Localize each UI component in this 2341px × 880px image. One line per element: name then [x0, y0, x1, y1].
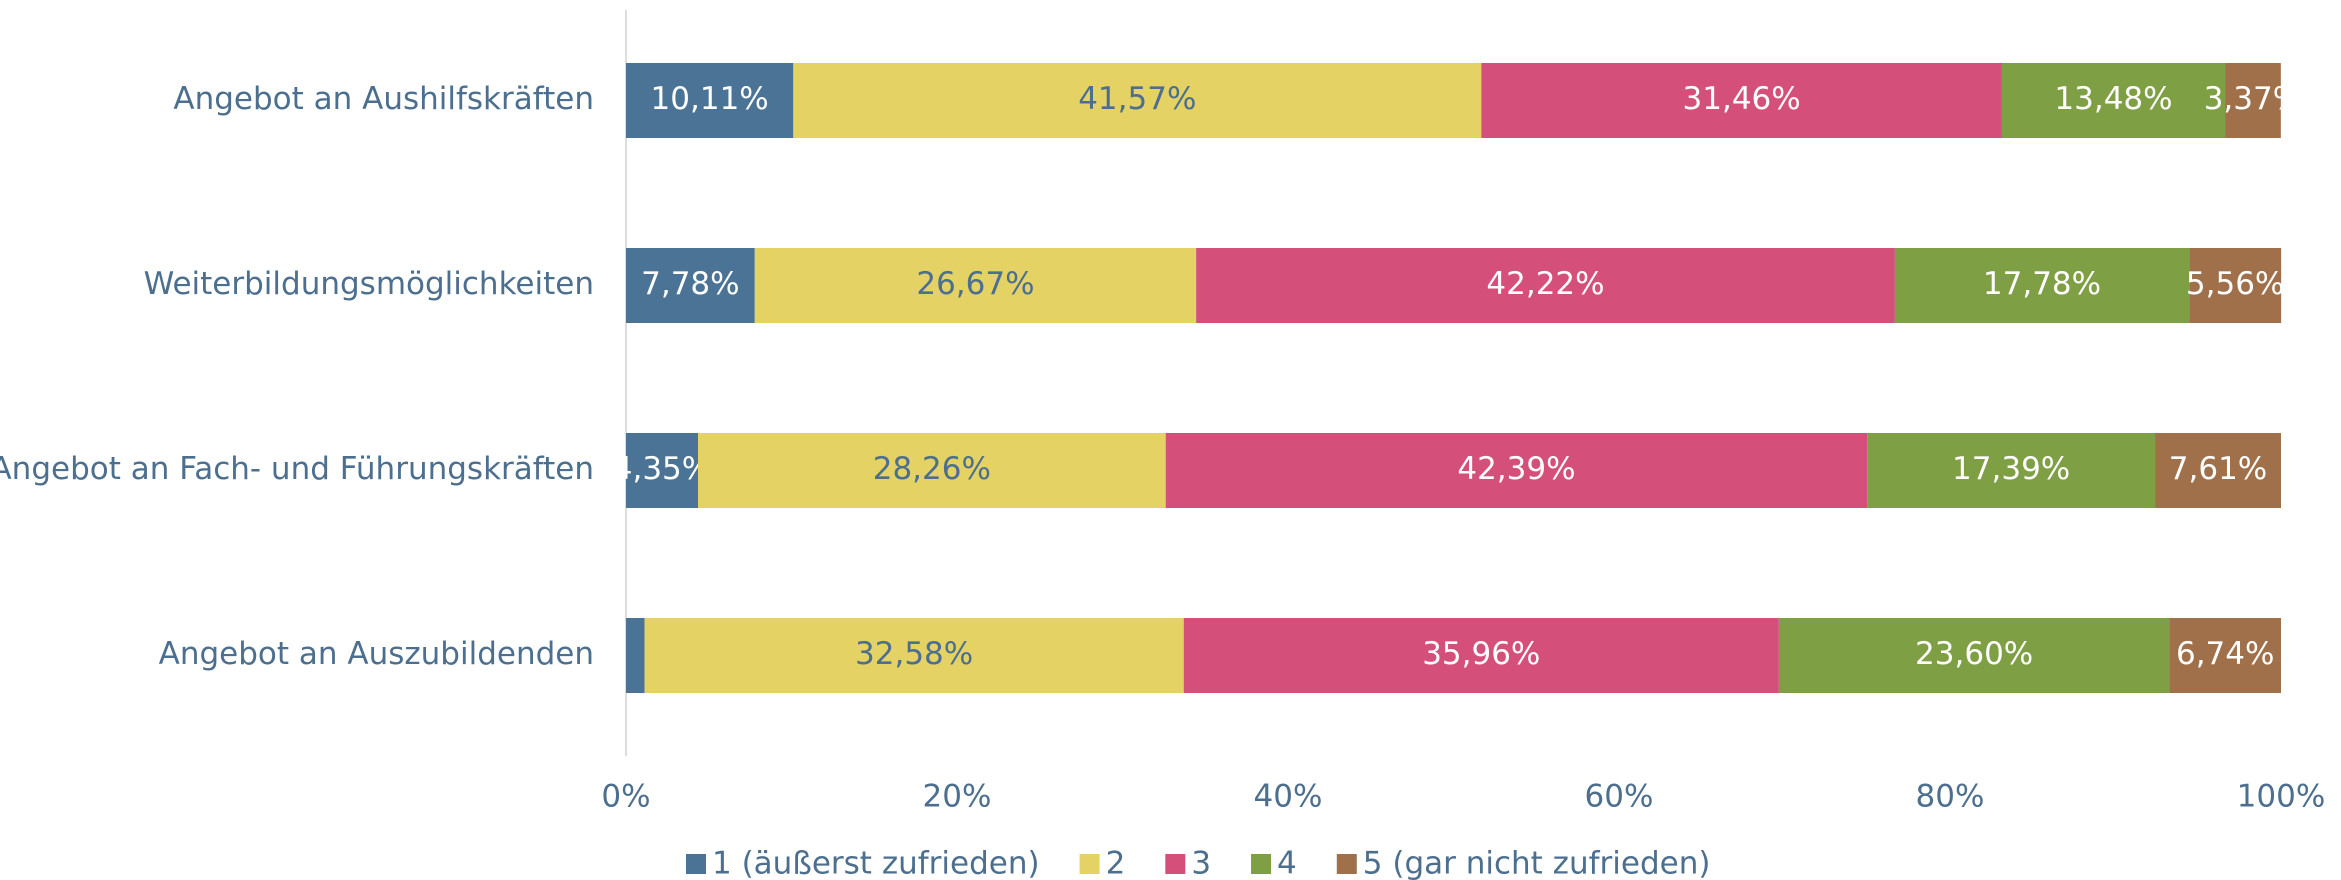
bar-segment — [1183, 618, 1779, 693]
y-tick-label: Angebot an Auszubildenden — [159, 636, 594, 672]
data-label: 13,48% — [2054, 81, 2172, 117]
bar-segment — [2189, 248, 2282, 323]
bar-segment — [1481, 63, 2002, 138]
data-label: 4,35% — [613, 451, 711, 487]
data-label: 32,58% — [855, 636, 973, 672]
legend-swatch — [1336, 854, 1357, 874]
bar-segment — [2225, 63, 2281, 138]
data-label: 42,39% — [1457, 451, 1575, 487]
x-tick-label: 80% — [1916, 779, 1985, 815]
bar-segment — [697, 433, 1166, 508]
x-tick-label: 0% — [601, 779, 650, 815]
data-label: 6,74% — [2176, 636, 2274, 672]
bar-segment — [754, 248, 1197, 323]
x-tick-label: 20% — [923, 779, 992, 815]
bar-segment — [626, 248, 755, 323]
legend-label: 5 (gar nicht zufrieden) — [1363, 846, 1711, 880]
bar-segment — [644, 618, 1184, 693]
y-tick-label: Angebot an Aushilfskräften — [173, 81, 594, 117]
data-label: 28,26% — [873, 451, 991, 487]
bar-segment — [1778, 618, 2170, 693]
data-label: 35,96% — [1422, 636, 1540, 672]
legend-label: 2 — [1106, 846, 1126, 880]
data-label: 42,22% — [1486, 266, 1604, 302]
x-tick-label: 100% — [2237, 779, 2326, 815]
bar-segment — [793, 63, 1482, 138]
legend-swatch — [1251, 854, 1272, 874]
bar-segment — [1165, 433, 1868, 508]
legend-swatch — [1165, 854, 1186, 874]
data-label: 7,61% — [2169, 451, 2267, 487]
legend-swatch — [1079, 854, 1100, 874]
bar-segment — [1196, 248, 1895, 323]
bar-segment — [2001, 63, 2226, 138]
bar-segment — [626, 433, 698, 508]
bar-segment — [1867, 433, 2156, 508]
bar-segment — [2169, 618, 2281, 693]
data-label: 17,78% — [1983, 266, 2101, 302]
bar-segment — [626, 63, 794, 138]
bar-segment — [1894, 248, 2190, 323]
bar-segment — [626, 618, 645, 693]
legend-label: 1 (äußerst zufrieden) — [712, 846, 1040, 880]
x-tick-label: 60% — [1585, 779, 1654, 815]
x-tick-label: 40% — [1254, 779, 1323, 815]
data-label: 26,67% — [916, 266, 1034, 302]
legend-label: 4 — [1277, 846, 1297, 880]
legend-swatch — [686, 854, 706, 874]
data-label: 23,60% — [1915, 636, 2033, 672]
y-tick-label: Weiterbildungsmöglichkeiten — [144, 266, 594, 302]
bar-segment — [2155, 433, 2281, 508]
data-label: 31,46% — [1683, 81, 1801, 117]
data-label: 7,78% — [641, 266, 739, 302]
data-label: 5,56% — [2186, 266, 2284, 302]
data-label: 41,57% — [1078, 81, 1196, 117]
data-label: 10,11% — [651, 81, 769, 117]
data-label: 17,39% — [1952, 451, 2070, 487]
y-tick-label: Angebot an Fach- und Führungskräften — [0, 451, 594, 487]
legend-label: 3 — [1191, 846, 1211, 880]
data-label: 3,37% — [2204, 81, 2302, 117]
